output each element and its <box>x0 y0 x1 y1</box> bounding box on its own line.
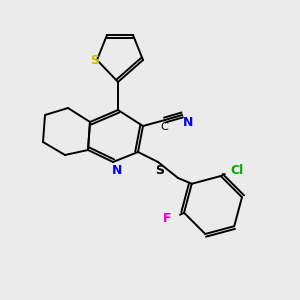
Text: S: S <box>91 53 100 67</box>
Text: F: F <box>163 212 171 225</box>
Text: Cl: Cl <box>230 164 243 176</box>
Text: S: S <box>155 164 164 176</box>
Text: N: N <box>183 116 193 128</box>
Text: N: N <box>112 164 122 176</box>
Text: C: C <box>160 122 168 132</box>
